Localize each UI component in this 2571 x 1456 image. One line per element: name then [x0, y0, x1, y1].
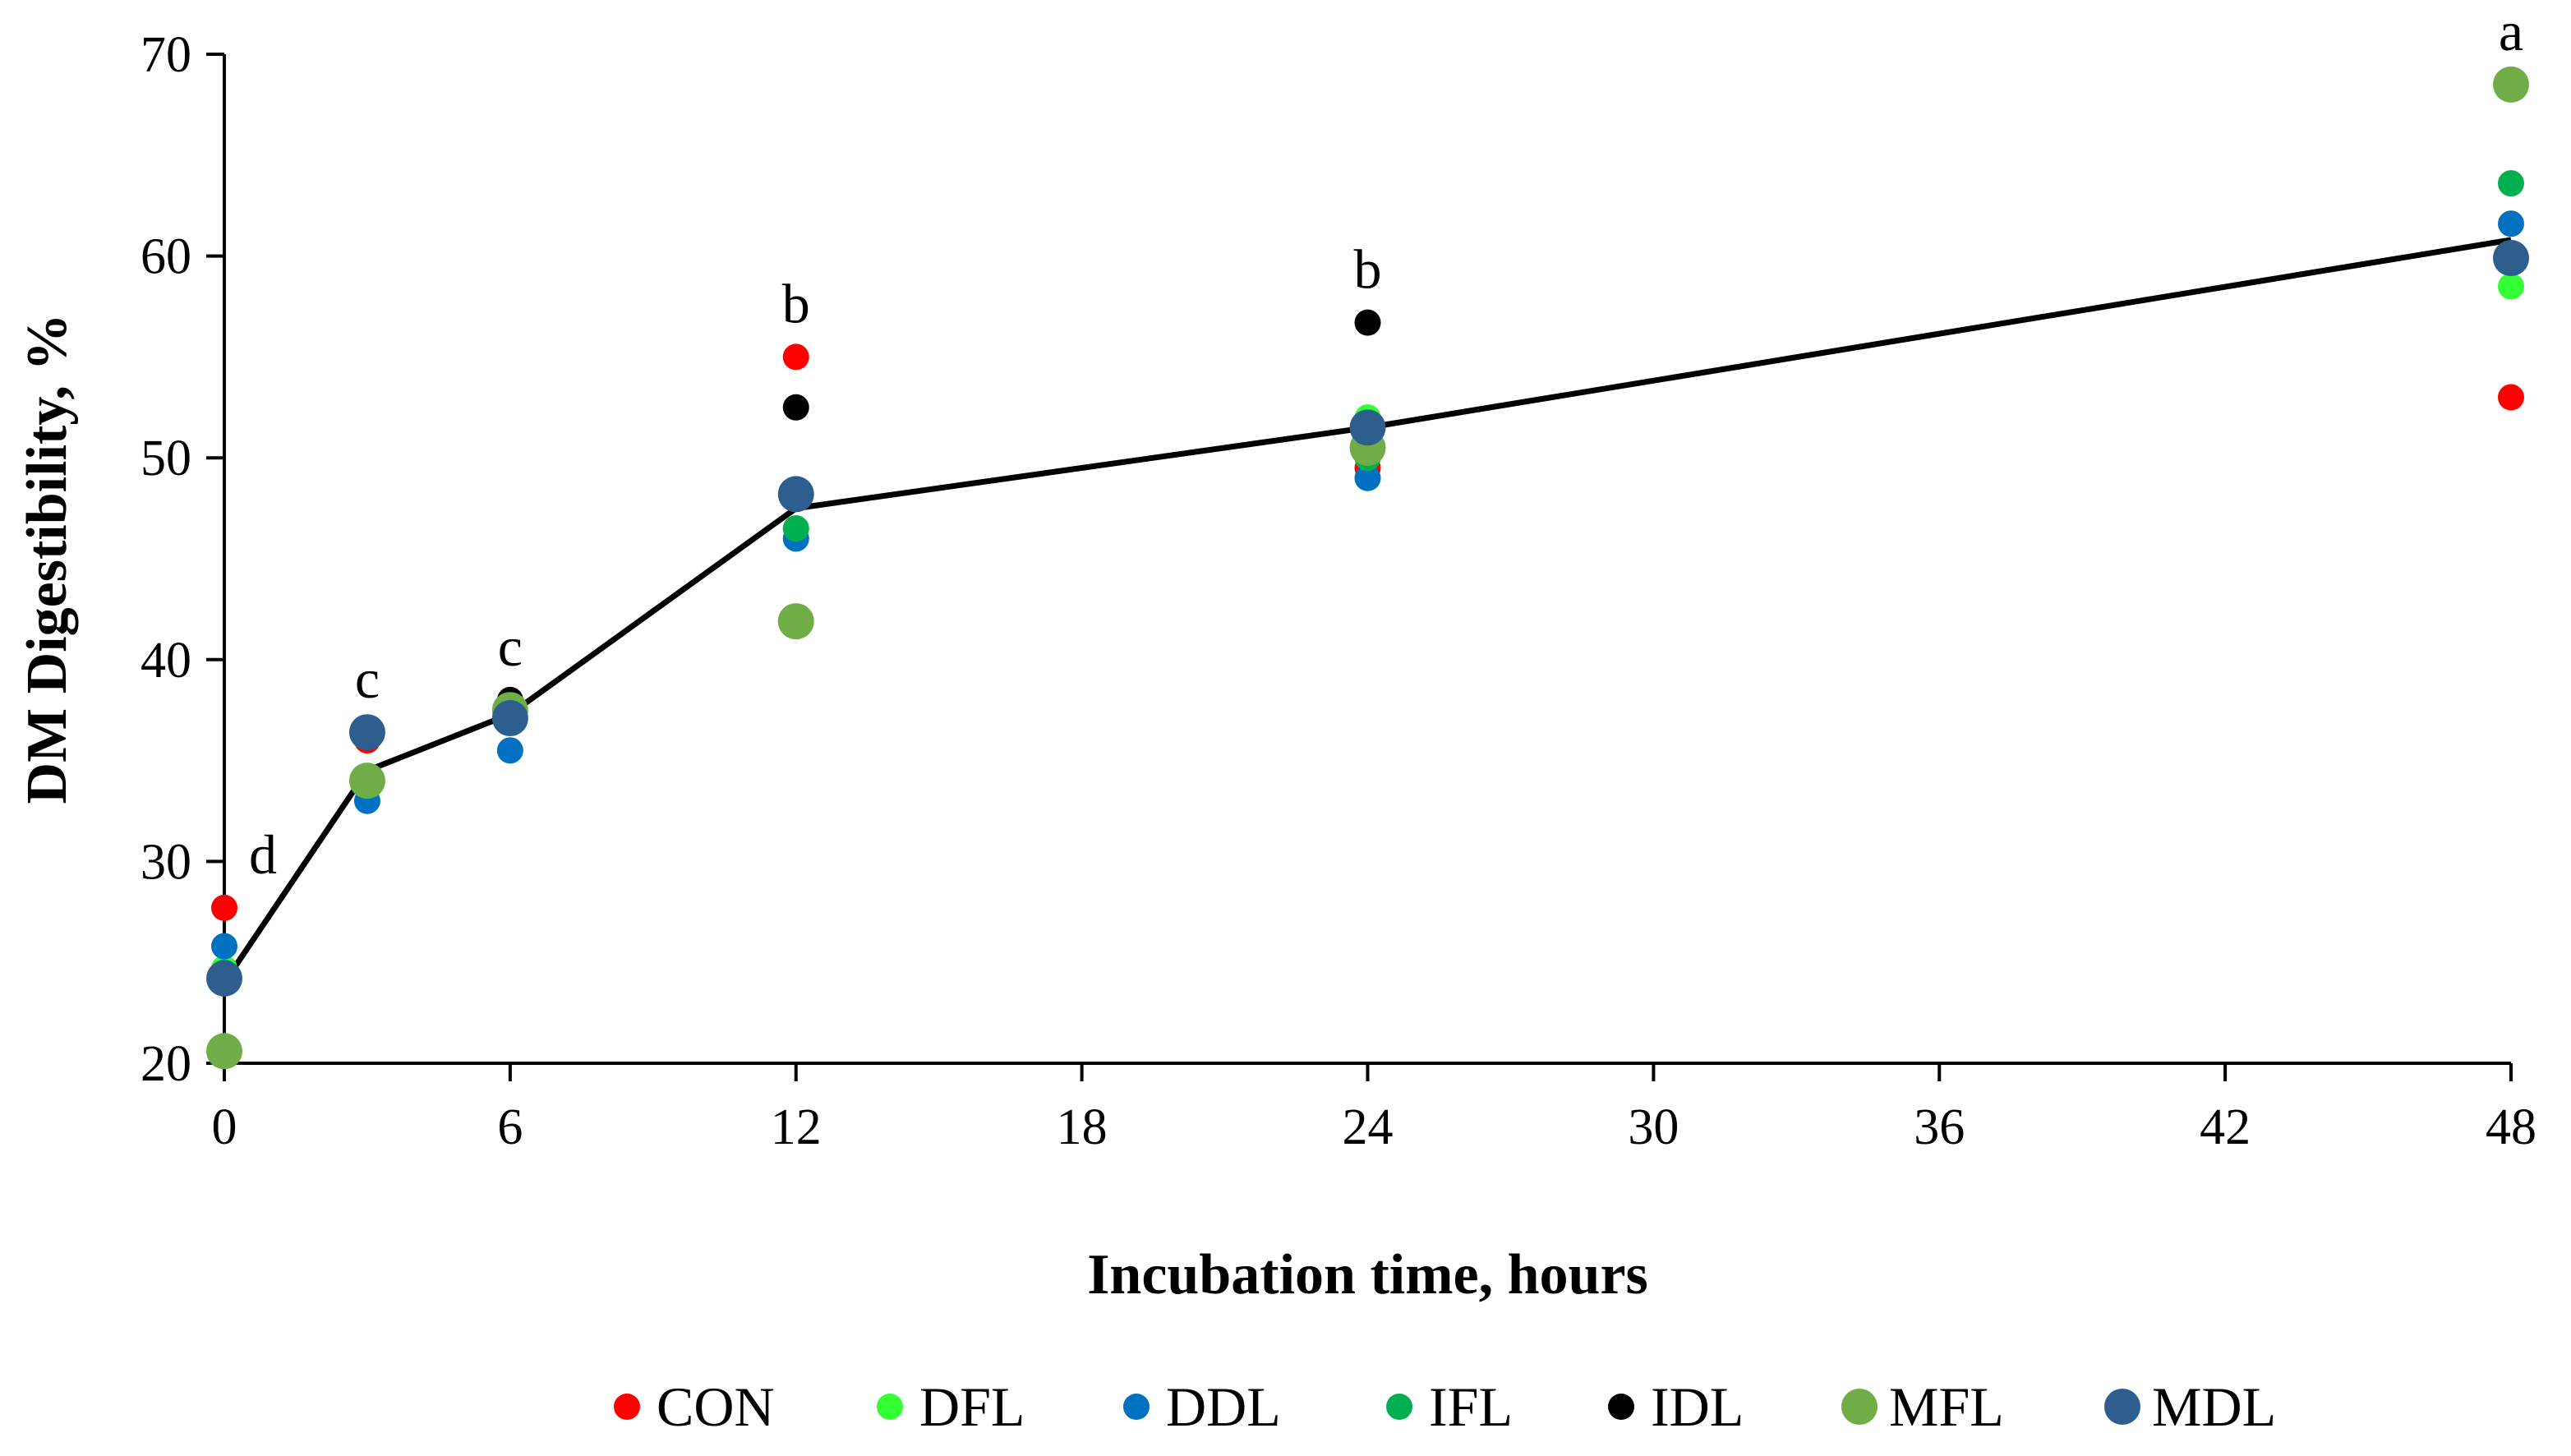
data-point-mfl — [2493, 66, 2529, 103]
x-tick-label: 24 — [1343, 1099, 1394, 1155]
x-tick-label: 48 — [2486, 1099, 2536, 1155]
data-point-con — [211, 894, 237, 921]
significance-letter: c — [355, 647, 380, 710]
legend-marker — [1386, 1394, 1412, 1420]
legend-label: IDL — [1651, 1375, 1744, 1438]
series-mdl — [206, 240, 2529, 997]
legend-label: MDL — [2152, 1375, 2276, 1438]
data-point-mdl — [2493, 240, 2529, 277]
data-point-ddl — [1354, 464, 1381, 491]
legend-item-con: CON — [614, 1375, 775, 1438]
points-layer — [206, 66, 2529, 1070]
y-tick-label: 60 — [141, 229, 191, 285]
legend-marker — [614, 1394, 640, 1420]
data-point-con — [782, 343, 809, 371]
x-axis-title: Incubation time, hours — [1087, 1243, 1648, 1306]
data-point-con — [2498, 384, 2524, 411]
significance-letter: a — [2499, 0, 2523, 62]
legend-item-idl: IDL — [1608, 1375, 1744, 1438]
x-tick-label: 42 — [2200, 1099, 2251, 1155]
series-mfl — [206, 66, 2529, 1070]
data-point-mdl — [777, 476, 814, 513]
data-point-ddl — [2498, 210, 2524, 237]
legend-marker — [1123, 1394, 1150, 1420]
data-point-mdl — [491, 700, 528, 737]
y-tick-label: 70 — [141, 27, 191, 83]
legend: CON DFL DDL IFL IDL MFL MDL — [614, 1375, 2276, 1438]
significance-letter: c — [498, 615, 523, 678]
legend-item-mfl: MFL — [1841, 1375, 2004, 1438]
x-tick-label: 12 — [771, 1099, 822, 1155]
data-point-ifl — [2498, 170, 2524, 197]
series-dfl — [211, 273, 2524, 982]
x-tick-label: 6 — [497, 1099, 523, 1155]
legend-item-dfl: DFL — [877, 1375, 1025, 1438]
legend-label: CON — [657, 1375, 775, 1438]
annotation-layer: d c c b b a — [249, 0, 2523, 886]
x-tick-label: 0 — [212, 1099, 237, 1155]
y-axis-title: DM Digestibility, % — [16, 314, 79, 804]
series-idl — [211, 242, 2524, 992]
data-point-mfl — [206, 1033, 242, 1070]
data-point-idl — [782, 394, 809, 421]
x-tick-label: 30 — [1628, 1099, 1679, 1155]
legend-label: IFL — [1429, 1375, 1513, 1438]
data-point-ddl — [496, 737, 523, 764]
y-tick-label: 40 — [141, 633, 191, 689]
legend-marker — [877, 1394, 903, 1420]
legend-marker — [2104, 1389, 2140, 1425]
x-tick-label: 18 — [1057, 1099, 1108, 1155]
data-point-mdl — [206, 960, 242, 997]
legend-item-mdl: MDL — [2104, 1375, 2276, 1438]
axes: 20 30 40 50 60 70 0 6 12 18 24 30 36 42 48 — [141, 27, 2536, 1155]
mean-line — [222, 237, 2512, 984]
data-point-idl — [1354, 309, 1381, 336]
significance-letter: b — [1354, 238, 1382, 301]
data-point-mdl — [348, 714, 385, 751]
mean-line-layer — [222, 237, 2512, 984]
data-point-mfl — [777, 603, 814, 640]
data-point-ifl — [782, 515, 809, 542]
data-point-mdl — [1349, 409, 1386, 446]
legend-item-ifl: IFL — [1386, 1375, 1513, 1438]
legend-label: MFL — [1889, 1375, 2004, 1438]
y-tick-label: 20 — [141, 1036, 191, 1092]
data-point-ddl — [211, 933, 237, 960]
data-point-dfl — [2498, 273, 2524, 300]
x-tick-label: 36 — [1914, 1099, 1965, 1155]
y-tick-label: 50 — [141, 431, 191, 486]
legend-marker — [1608, 1394, 1634, 1420]
significance-letter: d — [249, 823, 277, 886]
legend-label: DDL — [1166, 1375, 1281, 1438]
y-tick-label: 30 — [141, 834, 191, 890]
legend-item-ddl: DDL — [1123, 1375, 1281, 1438]
significance-letter: b — [782, 272, 810, 334]
axis-titles: Incubation time, hours DM Digestibility,… — [16, 314, 1648, 1306]
legend-label: DFL — [919, 1375, 1025, 1438]
data-point-mfl — [348, 763, 385, 799]
legend-marker — [1841, 1389, 1878, 1425]
